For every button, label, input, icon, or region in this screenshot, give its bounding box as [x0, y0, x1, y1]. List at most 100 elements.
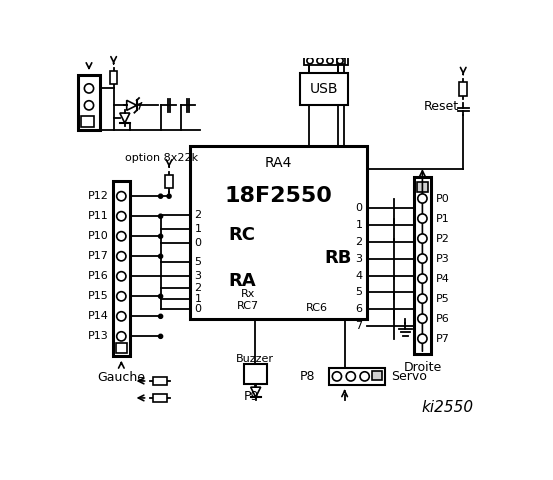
Circle shape: [159, 294, 163, 298]
Text: 2: 2: [355, 237, 362, 247]
Circle shape: [327, 58, 333, 64]
Circle shape: [159, 254, 163, 258]
Circle shape: [307, 58, 313, 64]
Text: 2: 2: [195, 210, 202, 220]
Circle shape: [418, 214, 427, 223]
Text: 7: 7: [355, 321, 362, 331]
Circle shape: [317, 58, 323, 64]
Circle shape: [117, 252, 126, 261]
Text: 4: 4: [355, 271, 362, 280]
Text: 1: 1: [195, 224, 201, 234]
Text: 5: 5: [195, 257, 201, 267]
Bar: [329, 368, 385, 385]
Circle shape: [117, 212, 126, 221]
Text: P6: P6: [436, 313, 449, 324]
Bar: [78, 74, 100, 130]
Text: 1: 1: [195, 294, 201, 304]
Bar: [113, 181, 130, 356]
Text: ki2550: ki2550: [422, 400, 474, 416]
Text: P16: P16: [88, 271, 109, 281]
Text: 0: 0: [356, 203, 362, 213]
Bar: [81, 116, 93, 127]
Circle shape: [117, 192, 126, 201]
Text: 3: 3: [195, 271, 201, 280]
Circle shape: [85, 101, 93, 110]
Circle shape: [117, 232, 126, 241]
Bar: [244, 364, 267, 384]
Circle shape: [117, 292, 126, 301]
Circle shape: [117, 332, 126, 341]
Text: Buzzer: Buzzer: [236, 354, 274, 364]
Text: P4: P4: [436, 274, 450, 284]
Text: RC: RC: [228, 226, 255, 244]
Circle shape: [159, 194, 163, 198]
Text: RA4: RA4: [265, 156, 292, 170]
Bar: [153, 377, 167, 385]
Text: 6: 6: [356, 304, 362, 314]
Text: P10: P10: [88, 231, 109, 241]
Text: Rx
RC7: Rx RC7: [237, 289, 259, 312]
Circle shape: [159, 234, 163, 238]
Circle shape: [418, 294, 427, 303]
Text: P0: P0: [436, 193, 449, 204]
Circle shape: [85, 84, 93, 93]
Bar: [153, 394, 167, 402]
Text: P3: P3: [436, 253, 449, 264]
Circle shape: [117, 312, 126, 321]
Text: P12: P12: [88, 191, 109, 201]
Bar: [300, 73, 348, 105]
Circle shape: [346, 372, 356, 381]
Text: P9: P9: [244, 390, 259, 403]
Bar: [414, 177, 431, 354]
Circle shape: [332, 372, 342, 381]
Circle shape: [159, 214, 163, 218]
Bar: [165, 175, 173, 189]
Circle shape: [159, 335, 163, 338]
Text: P2: P2: [436, 234, 450, 243]
Circle shape: [418, 234, 427, 243]
Bar: [372, 371, 382, 380]
Text: RC6: RC6: [306, 303, 328, 313]
Circle shape: [418, 314, 427, 323]
Text: 3: 3: [356, 253, 362, 264]
Text: Gauche: Gauche: [97, 372, 145, 384]
Circle shape: [418, 274, 427, 283]
Text: 1: 1: [356, 220, 362, 230]
Bar: [190, 146, 367, 319]
Text: 5: 5: [356, 288, 362, 298]
Circle shape: [117, 272, 126, 281]
Bar: [304, 56, 348, 65]
Text: P14: P14: [88, 312, 109, 321]
Text: Reset: Reset: [424, 100, 459, 113]
Text: RA: RA: [228, 272, 256, 290]
Text: P11: P11: [88, 211, 109, 221]
Text: P13: P13: [88, 331, 109, 341]
Text: P17: P17: [88, 251, 109, 261]
Circle shape: [418, 194, 427, 203]
Text: 2: 2: [195, 283, 202, 293]
Bar: [337, 58, 345, 64]
Text: USB: USB: [310, 82, 338, 96]
Text: P7: P7: [436, 334, 450, 344]
Text: 0: 0: [195, 304, 201, 314]
Text: P5: P5: [436, 294, 449, 304]
Bar: [460, 82, 467, 96]
Bar: [116, 343, 127, 353]
Circle shape: [159, 314, 163, 318]
Circle shape: [360, 372, 369, 381]
Bar: [417, 181, 428, 192]
Text: Droite: Droite: [403, 361, 441, 374]
Circle shape: [337, 58, 343, 64]
Text: Servo: Servo: [391, 370, 427, 383]
Text: RB: RB: [325, 249, 352, 267]
Text: P8: P8: [300, 370, 315, 383]
Circle shape: [418, 254, 427, 263]
Text: P1: P1: [436, 214, 449, 224]
Text: P15: P15: [88, 291, 109, 301]
Text: 0: 0: [195, 238, 201, 248]
Bar: [110, 72, 117, 84]
Text: 18F2550: 18F2550: [225, 186, 332, 206]
Circle shape: [418, 334, 427, 343]
Text: option 8x22k: option 8x22k: [125, 153, 198, 163]
Circle shape: [167, 194, 171, 198]
